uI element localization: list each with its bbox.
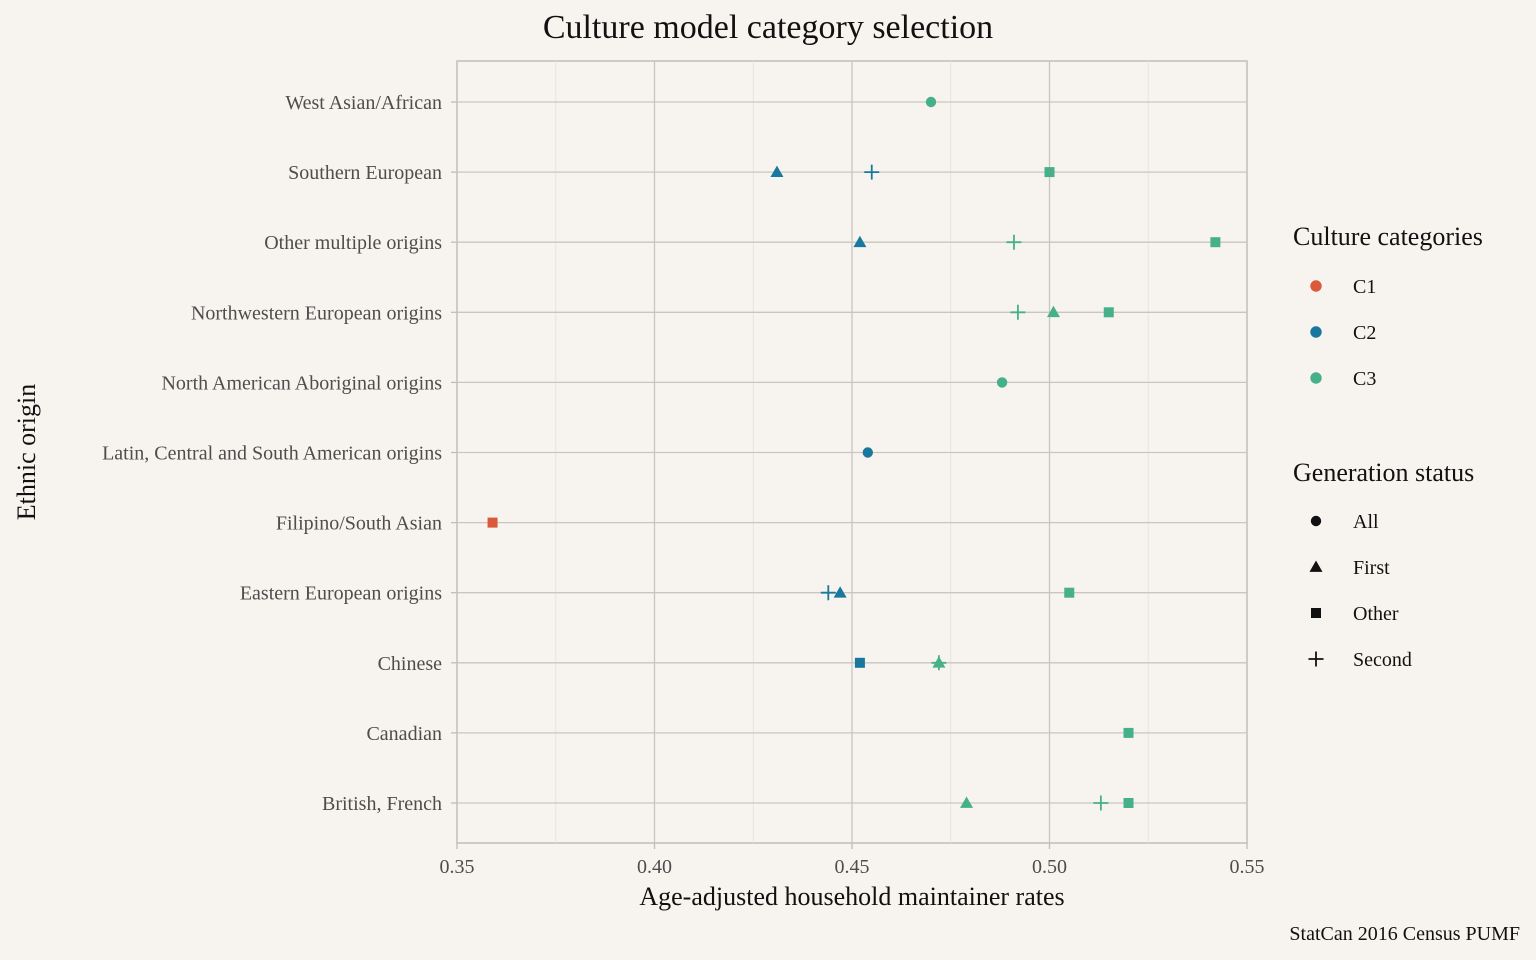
y-tick-label: Filipino/South Asian xyxy=(276,513,442,535)
x-tick-label: 0.45 xyxy=(835,856,870,878)
data-point xyxy=(864,164,880,180)
data-point xyxy=(1044,167,1055,178)
data-point xyxy=(1123,798,1134,808)
culture-legend: Culture categories C1 C2 C3 xyxy=(1293,222,1483,390)
x-tick-label: 0.50 xyxy=(1032,856,1067,878)
legend-key-all xyxy=(1310,515,1322,527)
plot-area: 0.35 0.40 0.45 0.50 0.55 British, French Canad… xyxy=(102,60,1265,878)
data-point xyxy=(1010,304,1026,320)
x-tick-label: 0.40 xyxy=(637,856,672,878)
legend-key-c3 xyxy=(1310,372,1322,384)
data-point xyxy=(1123,727,1134,738)
y-tick-label: Canadian xyxy=(366,723,442,745)
legend-label-second: Second xyxy=(1353,649,1412,671)
legend-label-c3: C3 xyxy=(1353,368,1376,390)
data-point xyxy=(1103,307,1114,318)
legend-label-c1: C1 xyxy=(1353,276,1376,298)
legend-key-second xyxy=(1308,651,1324,667)
data-point xyxy=(1210,237,1221,248)
y-axis-title: Ethnic origin xyxy=(12,384,41,520)
y-tick-label: Other multiple origins xyxy=(264,232,442,254)
data-point xyxy=(1093,795,1109,811)
y-tick-label: British, French xyxy=(322,793,442,815)
data-point xyxy=(854,657,865,668)
data-point xyxy=(820,585,836,601)
data-point xyxy=(960,796,974,808)
data-point xyxy=(1006,234,1022,250)
legend-key-c2 xyxy=(1310,326,1322,338)
legend-label-other: Other xyxy=(1353,603,1399,625)
legend-label-c2: C2 xyxy=(1353,322,1376,344)
x-tick-label: 0.35 xyxy=(440,856,475,878)
data-point xyxy=(853,235,867,248)
data-point xyxy=(770,165,784,177)
legend-key-c1 xyxy=(1310,280,1322,292)
data-point xyxy=(833,586,847,598)
data-point xyxy=(862,447,873,458)
y-tick-label: Southern European xyxy=(288,162,442,184)
x-axis-title: Age-adjusted household maintainer rates xyxy=(639,882,1064,911)
y-tick-label: North American Aboriginal origins xyxy=(161,372,442,394)
data-point xyxy=(925,96,937,108)
data-point xyxy=(1046,305,1060,318)
generation-legend-title: Generation status xyxy=(1293,458,1474,487)
data-point xyxy=(1064,587,1075,598)
chart-title: Culture model category selection xyxy=(543,9,993,46)
data-point xyxy=(487,517,498,528)
y-tick-label: West Asian/African xyxy=(285,92,442,114)
x-tick-label: 0.55 xyxy=(1230,856,1265,878)
culture-legend-title: Culture categories xyxy=(1293,222,1483,251)
caption: StatCan 2016 Census PUMF xyxy=(1289,923,1520,945)
generation-legend: Generation status All First Other Second xyxy=(1293,458,1474,671)
y-tick-label: Chinese xyxy=(378,653,443,675)
legend-label-first: First xyxy=(1353,557,1390,579)
legend-label-all: All xyxy=(1353,511,1379,533)
y-tick-label: Eastern European origins xyxy=(240,583,442,605)
data-point xyxy=(932,656,946,668)
y-tick-label: Northwestern European origins xyxy=(191,302,442,324)
y-tick-label: Latin, Central and South American origin… xyxy=(102,443,442,465)
legend-key-other xyxy=(1311,608,1321,618)
data-point xyxy=(996,377,1008,388)
legend-key-first xyxy=(1309,560,1323,572)
